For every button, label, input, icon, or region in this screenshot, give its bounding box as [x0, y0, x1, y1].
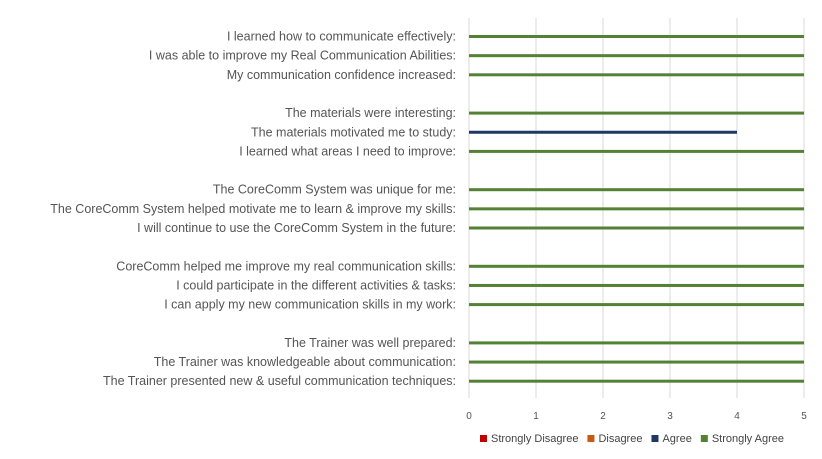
bar [469, 360, 804, 364]
bar [469, 226, 804, 230]
category-label: I can apply my new communication skills … [164, 298, 456, 312]
legend-label: Strongly Disagree [491, 433, 578, 445]
legend-label: Strongly Agree [712, 433, 784, 445]
x-tick-label: 4 [734, 411, 740, 422]
x-tick-label: 1 [533, 411, 539, 422]
category-label: CoreComm helped me improve my real commu… [116, 259, 456, 273]
legend-swatch [651, 435, 659, 442]
bar [469, 283, 804, 287]
bars [469, 35, 804, 383]
category-label: I could participate in the different act… [176, 278, 456, 292]
bar [469, 188, 804, 192]
bar [469, 341, 804, 345]
x-tick-label: 5 [801, 411, 807, 422]
category-label: The Trainer was well prepared: [284, 336, 456, 350]
bar [469, 54, 804, 58]
category-label: I learned how to communicate effectively… [227, 30, 456, 44]
category-label: The CoreComm System helped motivate me t… [50, 202, 456, 216]
bar [469, 264, 804, 268]
legend-label: Disagree [598, 433, 642, 445]
bar [469, 35, 804, 38]
legend-swatch [587, 435, 595, 442]
category-labels: I learned how to communicate effectively… [50, 30, 456, 389]
bar [469, 303, 804, 307]
legend-swatch [480, 435, 487, 442]
bar [469, 379, 804, 383]
bar [469, 73, 804, 77]
category-label: My communication confidence increased: [227, 68, 456, 82]
category-label: I was able to improve my Real Communicat… [149, 49, 456, 63]
legend-label: Agree [662, 433, 691, 445]
bar [469, 149, 804, 153]
legend-swatch [700, 435, 708, 442]
x-tick-label: 0 [466, 411, 472, 422]
bar [469, 130, 737, 134]
category-label: I learned what areas I need to improve: [239, 144, 456, 158]
x-axis-ticks: 0 1 2 3 4 5 [466, 411, 807, 422]
legend: Strongly Disagree Disagree Agree Strongly A… [480, 433, 784, 445]
x-tick-label: 3 [667, 411, 673, 422]
category-label: The materials were interesting: [285, 106, 456, 120]
category-label: The Trainer was knowledgeable about comm… [154, 355, 456, 369]
bar [469, 111, 804, 115]
bar [469, 207, 804, 211]
category-label: The materials motivated me to study: [251, 125, 456, 139]
x-tick-label: 2 [600, 411, 606, 422]
category-label: The Trainer presented new & useful commu… [103, 374, 456, 388]
category-label: I will continue to use the CoreComm Syst… [137, 221, 456, 235]
category-label: The CoreComm System was unique for me: [213, 183, 456, 197]
